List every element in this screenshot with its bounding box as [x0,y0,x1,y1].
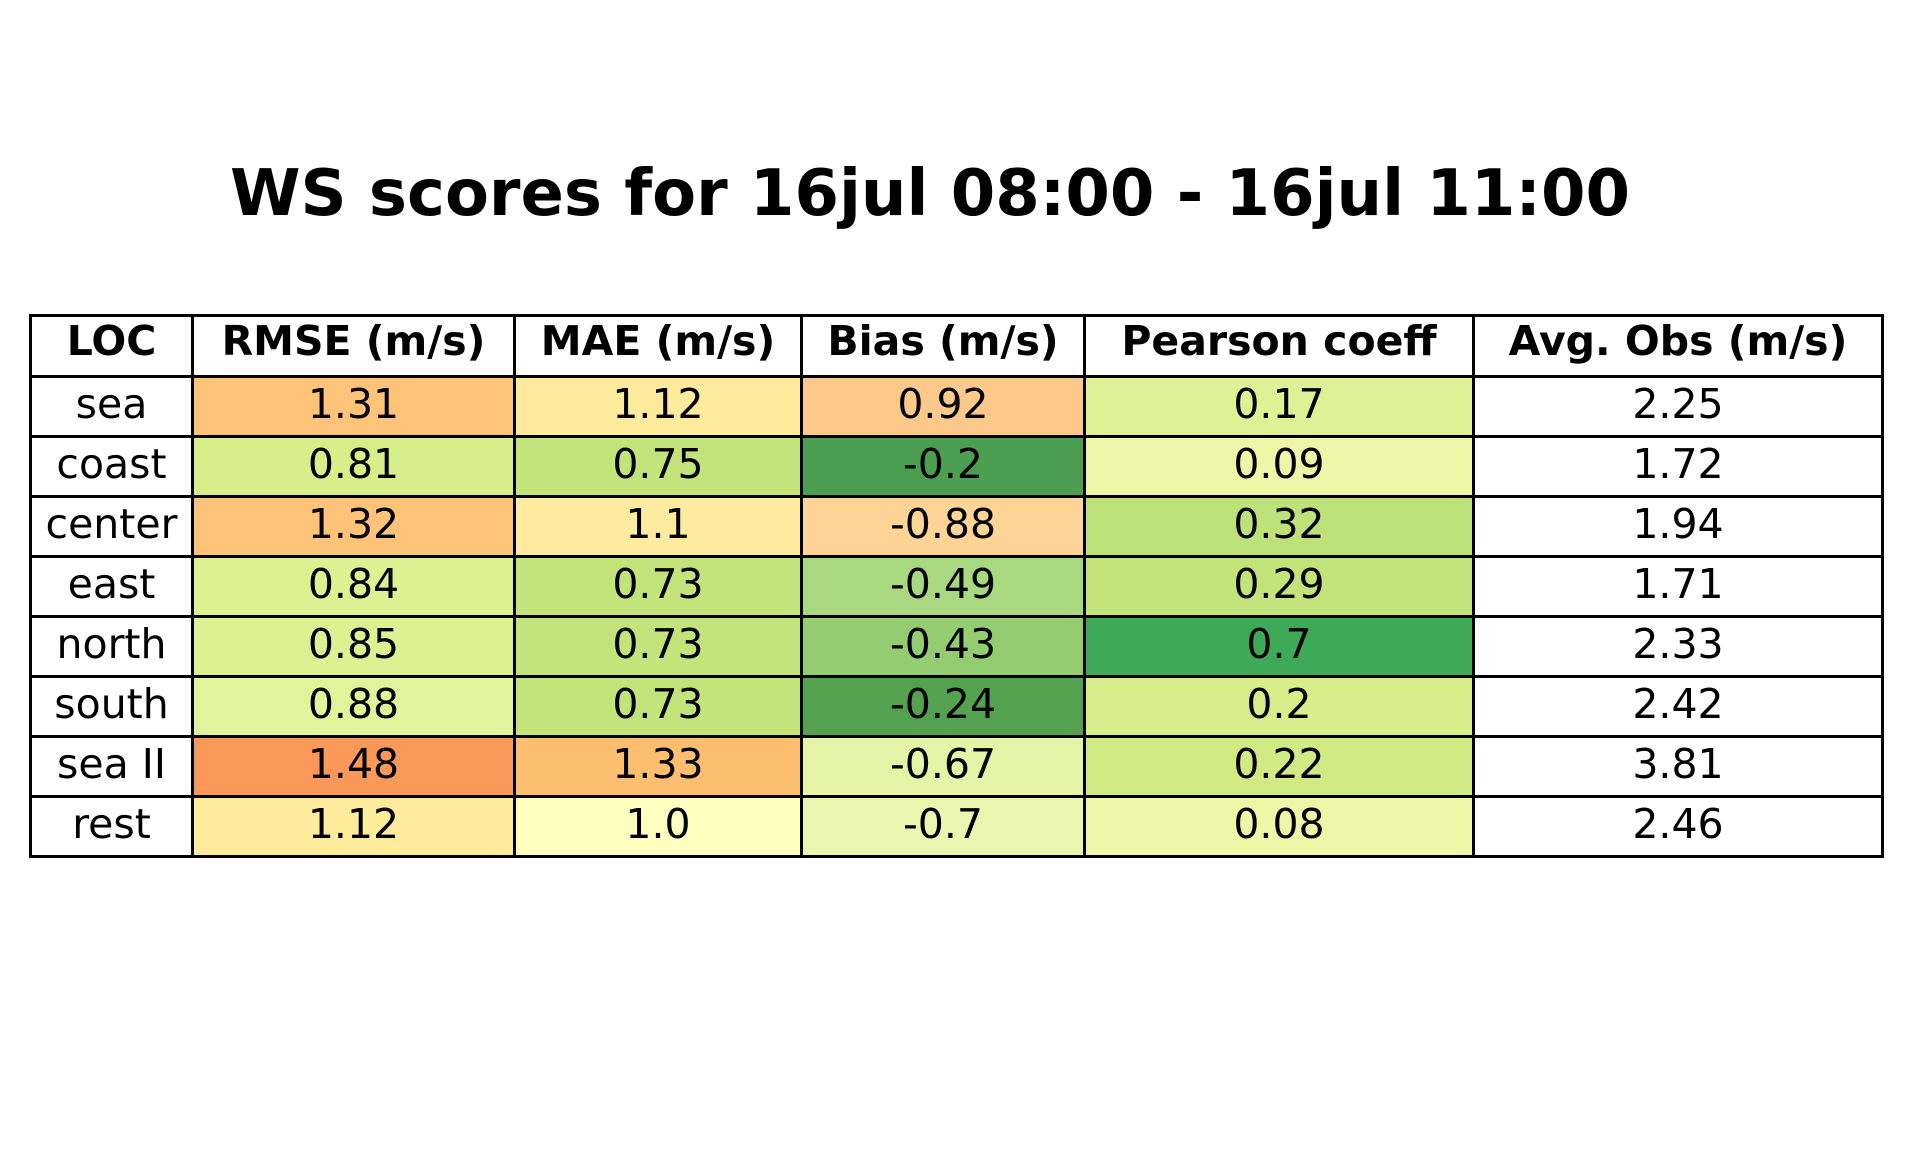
cell-pearson: 0.17 [1083,375,1475,438]
column-header-loc: LOC [29,314,194,378]
cell-rmse: 0.88 [191,675,516,738]
cell-bias: -0.88 [800,495,1086,558]
cell-loc: rest [29,795,194,858]
cell-loc: sea II [29,735,194,798]
table-row: sea II 1.48 1.33 -0.67 0.22 3.81 [29,735,1884,798]
cell-avg-obs: 2.42 [1472,675,1884,738]
cell-pearson: 0.2 [1083,675,1475,738]
column-header-rmse: RMSE (m/s) [191,314,516,378]
table-row: east 0.84 0.73 -0.49 0.29 1.71 [29,555,1884,618]
cell-avg-obs: 2.46 [1472,795,1884,858]
cell-rmse: 1.32 [191,495,516,558]
cell-avg-obs: 3.81 [1472,735,1884,798]
cell-avg-obs: 1.72 [1472,435,1884,498]
cell-avg-obs: 2.25 [1472,375,1884,438]
cell-rmse: 0.85 [191,615,516,678]
table-row: coast 0.81 0.75 -0.2 0.09 1.72 [29,435,1884,498]
column-header-bias: Bias (m/s) [800,314,1086,378]
cell-rmse: 1.31 [191,375,516,438]
cell-pearson: 0.29 [1083,555,1475,618]
cell-bias: 0.92 [800,375,1086,438]
cell-avg-obs: 1.94 [1472,495,1884,558]
cell-loc: north [29,615,194,678]
cell-mae: 0.73 [513,615,803,678]
cell-mae: 1.12 [513,375,803,438]
table-row: rest 1.12 1.0 -0.7 0.08 2.46 [29,795,1884,858]
cell-mae: 0.73 [513,555,803,618]
cell-loc: south [29,675,194,738]
cell-pearson: 0.22 [1083,735,1475,798]
cell-bias: -0.67 [800,735,1086,798]
cell-loc: center [29,495,194,558]
chart-title: WS scores for 16jul 08:00 - 16jul 11:00 [229,157,1631,231]
cell-loc: coast [29,435,194,498]
table-row: center 1.32 1.1 -0.88 0.32 1.94 [29,495,1884,558]
cell-avg-obs: 1.71 [1472,555,1884,618]
table-row: south 0.88 0.73 -0.24 0.2 2.42 [29,675,1884,738]
cell-bias: -0.7 [800,795,1086,858]
cell-bias: -0.49 [800,555,1086,618]
cell-bias: -0.43 [800,615,1086,678]
cell-pearson: 0.08 [1083,795,1475,858]
cell-pearson: 0.09 [1083,435,1475,498]
cell-rmse: 0.81 [191,435,516,498]
cell-bias: -0.24 [800,675,1086,738]
scores-table: LOC RMSE (m/s) MAE (m/s) Bias (m/s) Pear… [29,314,1884,858]
cell-rmse: 0.84 [191,555,516,618]
column-header-mae: MAE (m/s) [513,314,803,378]
table-row: sea 1.31 1.12 0.92 0.17 2.25 [29,375,1884,438]
cell-bias: -0.2 [800,435,1086,498]
column-header-pearson: Pearson coeff [1083,314,1475,378]
cell-avg-obs: 2.33 [1472,615,1884,678]
cell-mae: 1.33 [513,735,803,798]
column-header-avg-obs: Avg. Obs (m/s) [1472,314,1884,378]
cell-loc: east [29,555,194,618]
cell-mae: 1.1 [513,495,803,558]
cell-rmse: 1.48 [191,735,516,798]
cell-rmse: 1.12 [191,795,516,858]
cell-mae: 1.0 [513,795,803,858]
table-body: sea 1.31 1.12 0.92 0.17 2.25 coast 0.81 0.75 -0.2… [29,375,1884,858]
cell-mae: 0.73 [513,675,803,738]
cell-pearson: 0.32 [1083,495,1475,558]
table-header-row: LOC RMSE (m/s) MAE (m/s) Bias (m/s) Pear… [29,314,1884,378]
cell-mae: 0.75 [513,435,803,498]
cell-pearson: 0.7 [1083,615,1475,678]
cell-loc: sea [29,375,194,438]
table-row: north 0.85 0.73 -0.43 0.7 2.33 [29,615,1884,678]
